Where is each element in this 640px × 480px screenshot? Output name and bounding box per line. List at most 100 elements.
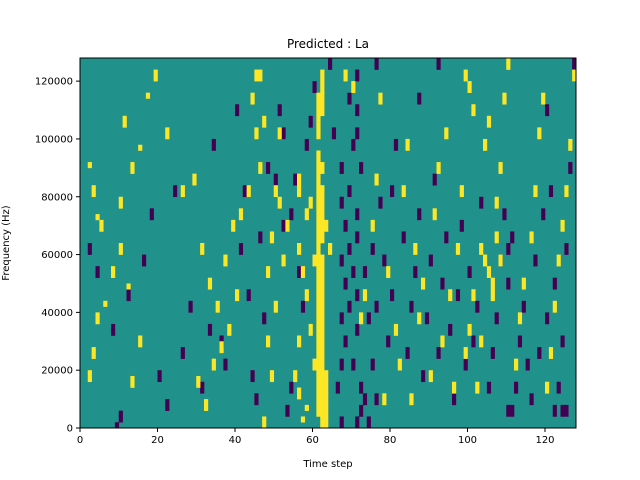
heatmap-cell-high — [328, 243, 333, 255]
heatmap-cell-low — [258, 231, 263, 244]
heatmap-cell-high — [502, 92, 507, 105]
heatmap-cell-high — [506, 58, 511, 70]
x-tick-label: 80 — [384, 435, 397, 446]
heatmap-cell-high — [320, 231, 325, 244]
heatmap-cell-high — [320, 266, 325, 278]
heatmap-cell-low — [157, 370, 162, 383]
heatmap-cell-low — [359, 404, 364, 417]
heatmap-cell-high — [370, 219, 375, 232]
heatmap-cell-low — [87, 243, 92, 255]
heatmap-cell-high — [211, 358, 216, 371]
heatmap-cell-high — [432, 208, 437, 221]
heatmap-cell-low — [339, 162, 344, 174]
heatmap-cell-high — [537, 127, 542, 140]
heatmap-cell-low — [180, 347, 185, 359]
heatmap-cell-high — [320, 323, 325, 336]
heatmap-cell-low — [401, 231, 406, 244]
heatmap-cell-high — [494, 196, 499, 209]
heatmap-cell-high — [316, 185, 321, 198]
heatmap-cell-high — [207, 277, 213, 290]
heatmap-cell-high — [316, 323, 321, 336]
heatmap-cell-high — [490, 289, 495, 302]
heatmap-cell-low — [428, 254, 433, 267]
heatmap-cell-high — [316, 300, 321, 313]
plot-area — [79, 57, 577, 429]
heatmap-cell-high — [409, 393, 414, 406]
heatmap-cell-high — [393, 323, 399, 336]
heatmap-cell-high — [316, 404, 321, 417]
heatmap-cell-high — [316, 92, 321, 105]
heatmap-cell-high — [320, 208, 325, 221]
x-tick-label: 20 — [151, 435, 164, 446]
heatmap-cell-low — [545, 312, 550, 325]
heatmap-cell-low — [343, 277, 348, 290]
heatmap-cell-high — [320, 81, 325, 93]
heatmap-cell-high — [204, 399, 209, 411]
x-tick-label: 100 — [458, 435, 477, 446]
heatmap-cell-low — [421, 370, 426, 383]
heatmap-cell-low — [467, 266, 472, 278]
heatmap-cell-low — [568, 162, 573, 174]
heatmap-cell-high — [235, 289, 240, 302]
heatmap-cell-low — [250, 370, 255, 383]
heatmap-cell-high — [254, 69, 259, 82]
heatmap-cell-low — [114, 422, 120, 429]
heatmap-cell-high — [95, 312, 100, 325]
heatmap-cell-high — [324, 370, 329, 383]
heatmap-cell-low — [355, 289, 360, 302]
heatmap-cell-high — [514, 358, 519, 371]
heatmap-cell-high — [316, 115, 321, 128]
heatmap-cell-low — [95, 266, 100, 278]
heatmap-cell-high — [564, 185, 569, 198]
heatmap-cell-low — [200, 381, 205, 394]
heatmap-cell-low — [355, 323, 360, 336]
heatmap-cell-low — [343, 219, 348, 232]
heatmap-cell-low — [289, 208, 294, 221]
heatmap-cell-high — [316, 358, 321, 371]
heatmap-cell-low — [471, 335, 476, 348]
heatmap-cell-low — [537, 347, 542, 359]
heatmap-cell-high — [378, 92, 383, 105]
heatmap-cell-high — [320, 404, 325, 417]
heatmap-cell-low — [529, 393, 534, 406]
heatmap-cell-high — [494, 231, 499, 244]
heatmap-cell-low — [347, 243, 352, 255]
heatmap-cell-high — [281, 254, 286, 267]
heatmap-cell-high — [130, 162, 135, 174]
heatmap-cell-high — [130, 375, 135, 388]
heatmap-cell-high — [320, 254, 325, 267]
heatmap-cell-high — [180, 185, 185, 198]
heatmap-cell-high — [471, 104, 476, 117]
heatmap-cell-high — [498, 254, 503, 267]
heatmap-cell-high — [463, 69, 468, 82]
heatmap-cell-low — [111, 323, 116, 336]
heatmap-cell-low — [238, 243, 244, 255]
heatmap-cell-high — [258, 69, 263, 82]
heatmap-cell-high — [118, 243, 123, 255]
heatmap-cell-high — [273, 185, 278, 198]
x-tick-label: 120 — [535, 435, 554, 446]
heatmap-cell-low — [393, 138, 399, 151]
heatmap-cell-low — [266, 162, 271, 174]
heatmap-cell-high — [455, 243, 461, 255]
heatmap-cell-low — [370, 243, 375, 255]
heatmap-cell-high — [436, 162, 441, 174]
heatmap-cell-low — [308, 115, 313, 128]
heatmap-cell-high — [498, 162, 503, 174]
heatmap-cell-low — [359, 381, 364, 394]
heatmap-cell-high — [320, 92, 325, 105]
heatmap-cell-high — [467, 81, 472, 93]
heatmap-cell-low — [448, 323, 453, 336]
heatmap-cell-high — [324, 219, 329, 232]
heatmap-cell-low — [331, 127, 337, 140]
heatmap-cell-low — [514, 381, 519, 394]
heatmap-cell-high — [304, 404, 309, 411]
heatmap-cell-low — [374, 393, 379, 406]
heatmap-cell-high — [219, 341, 224, 354]
heatmap-cell-low — [355, 127, 360, 140]
heatmap-cell-low — [328, 58, 333, 70]
heatmap-cell-low — [297, 266, 302, 278]
heatmap-cell-high — [324, 393, 329, 406]
heatmap-cell-low — [386, 335, 391, 348]
heatmap-cell-high — [421, 277, 426, 290]
